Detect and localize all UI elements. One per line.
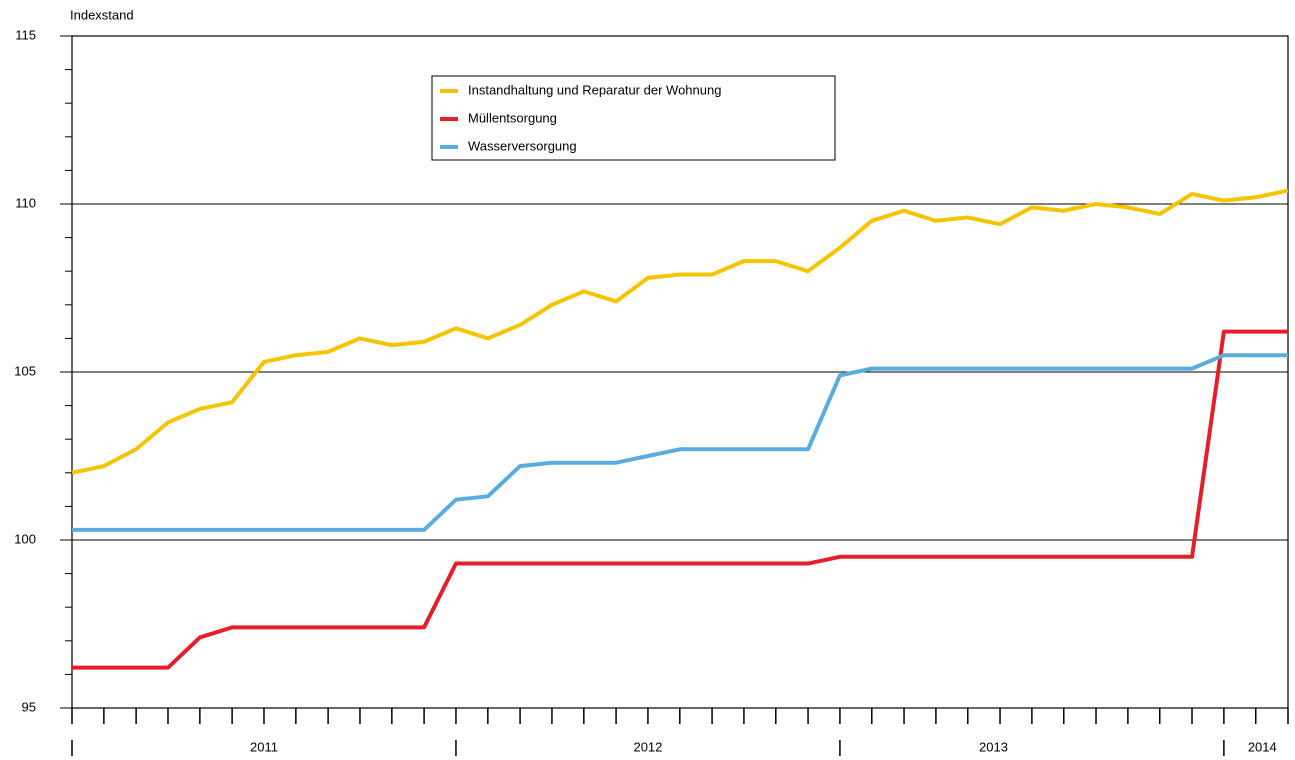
x-tick-label: 2014 — [1248, 739, 1277, 754]
x-tick-label: 2012 — [633, 739, 662, 754]
legend-box — [431, 75, 836, 161]
x-tick-label: 2011 — [250, 739, 278, 754]
legend-label: Müllentsorgung — [468, 110, 557, 125]
y-tick-label: 100 — [14, 531, 36, 546]
y-tick-label: 115 — [15, 27, 36, 42]
legend-label: Instandhaltung und Reparatur der Wohnung — [468, 82, 721, 97]
plot-border — [71, 35, 1289, 709]
y-tick-label: 95 — [22, 699, 36, 714]
y-tick-label: 105 — [14, 363, 36, 378]
y-axis-label: Indexstand — [70, 7, 134, 22]
x-tick-label: 2013 — [979, 739, 1008, 754]
series-line — [71, 188, 1289, 475]
series-line — [72, 353, 1288, 532]
series-line — [72, 329, 1288, 670]
y-tick-label: 110 — [15, 195, 36, 210]
legend-label: Wasserversorgung — [468, 138, 577, 153]
